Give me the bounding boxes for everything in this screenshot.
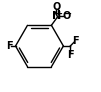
- Text: O: O: [62, 11, 70, 21]
- Text: N: N: [52, 11, 62, 21]
- Text: F: F: [72, 36, 79, 46]
- Text: F: F: [6, 41, 13, 51]
- Text: O: O: [53, 2, 61, 12]
- Text: +: +: [56, 9, 63, 18]
- Text: F: F: [67, 50, 74, 60]
- Text: −: −: [64, 8, 73, 18]
